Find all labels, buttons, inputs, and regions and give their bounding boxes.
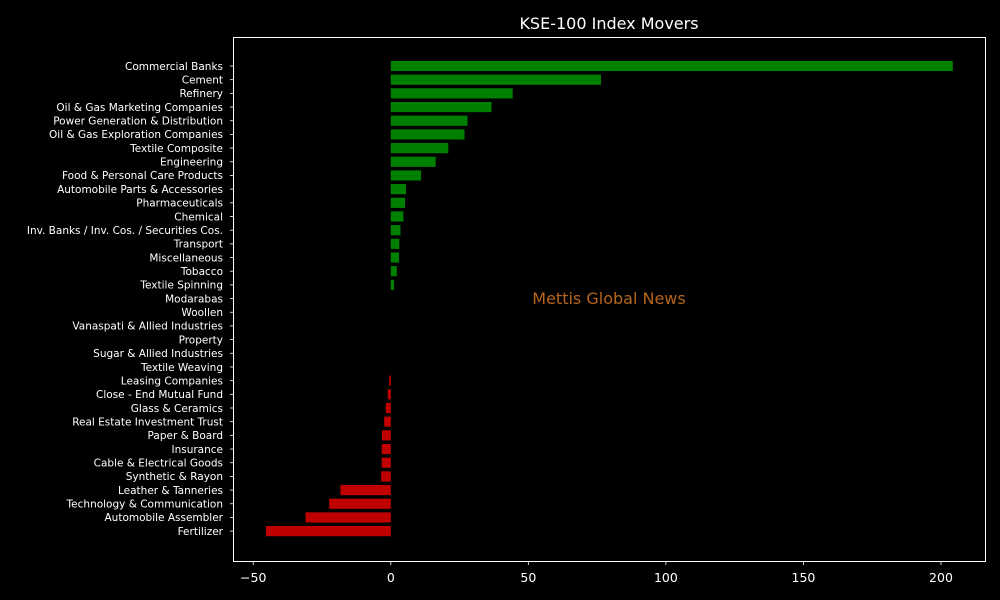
category-label-refinery: Refinery (179, 88, 223, 100)
category-label-engineering: Engineering (160, 157, 223, 169)
bar-technology-communication (329, 498, 391, 509)
category-label-glass-ceramics: Glass & Ceramics (131, 403, 223, 415)
category-label-insurance: Insurance (171, 444, 223, 456)
watermark-text: Mettis Global News (532, 289, 685, 308)
category-label-transport: Transport (173, 239, 223, 251)
bar-insurance (381, 443, 391, 455)
category-label-automobile-parts-accessories: Automobile Parts & Accessories (57, 184, 223, 196)
plot-frame (233, 37, 986, 562)
x-tick-label: 100 (654, 570, 678, 585)
category-label-sugar-allied-industries: Sugar & Allied Industries (93, 348, 223, 360)
category-label-oil-gas-exploration-companies: Oil & Gas Exploration Companies (49, 129, 223, 141)
x-tick-label: 0 (387, 570, 395, 585)
bar-miscellaneous (390, 252, 400, 263)
category-label-woollen: Woollen (181, 307, 223, 319)
category-label-cable-electrical-goods: Cable & Electrical Goods (94, 458, 223, 470)
category-label-vanaspati-allied-industries: Vanaspati & Allied Industries (72, 321, 223, 333)
category-label-real-estate-investment-trust: Real Estate Investment Trust (72, 416, 223, 428)
category-label-technology-communication: Technology & Communication (66, 499, 223, 511)
bar-synthetic-rayon (381, 471, 391, 482)
bar-cement (390, 74, 601, 85)
bar-close-end-mutual-fund (387, 389, 391, 400)
x-axis-ticks: −50 0 50 100 150 200 (240, 561, 953, 585)
category-label-power-generation-distribution: Power Generation & Distribution (53, 116, 223, 128)
bar-chemical (390, 211, 404, 222)
bar-paper-board (382, 430, 391, 441)
category-label-automobile-assembler: Automobile Assembler (105, 512, 224, 524)
bar-glass-ceramics (385, 402, 391, 414)
bar-inv-banks-inv-cos-securities-cos (390, 225, 401, 236)
bar-leasing-companies (389, 375, 391, 386)
bar-textile-composite (390, 142, 449, 154)
bar-fertilizer (265, 526, 391, 537)
category-label-synthetic-rayon: Synthetic & Rayon (126, 471, 223, 483)
x-tick-label: 200 (929, 570, 953, 585)
bar-oil-gas-exploration-companies (390, 129, 465, 140)
bar-food-personal-care-products (390, 170, 422, 181)
x-tick-label: 50 (520, 570, 536, 585)
category-label-oil-gas-marketing-companies: Oil & Gas Marketing Companies (56, 102, 223, 114)
category-label-pharmaceuticals: Pharmaceuticals (136, 198, 223, 210)
bar-leather-tanneries (340, 484, 391, 496)
x-tick-label: −50 (240, 570, 266, 585)
bar-pharmaceuticals (390, 197, 406, 208)
category-label-leasing-companies: Leasing Companies (121, 375, 223, 387)
bar-textile-spinning (390, 279, 395, 290)
bar-automobile-parts-accessories (390, 184, 406, 195)
bar-cable-electrical-goods (381, 457, 391, 468)
category-label-inv-banks-inv-cos-securities-cos: Inv. Banks / Inv. Cos. / Securities Cos. (27, 225, 223, 237)
category-label-tobacco: Tobacco (180, 266, 223, 278)
category-label-cement: Cement (182, 74, 223, 86)
category-label-textile-weaving: Textile Weaving (140, 362, 223, 374)
bar-refinery (390, 88, 513, 99)
category-label-leather-tanneries: Leather & Tanneries (118, 485, 223, 497)
bar-tobacco (390, 266, 397, 277)
category-label-fertilizer: Fertilizer (178, 526, 224, 538)
bar-transport (390, 238, 400, 249)
bars-layer (265, 60, 953, 537)
bar-automobile-assembler (305, 512, 391, 523)
bar-oil-gas-marketing-companies (390, 101, 492, 113)
category-label-chemical: Chemical (174, 211, 223, 223)
bar-real-estate-investment-trust (384, 416, 391, 427)
bar-commercial-banks (390, 60, 953, 72)
category-label-close-end-mutual-fund: Close - End Mutual Fund (96, 389, 223, 401)
chart-title: KSE-100 Index Movers (519, 14, 698, 33)
category-label-textile-spinning: Textile Spinning (139, 280, 223, 292)
bar-engineering (390, 156, 436, 167)
category-label-modarabas: Modarabas (165, 293, 223, 305)
category-label-property: Property (179, 334, 223, 346)
category-label-textile-composite: Textile Composite (129, 143, 223, 155)
bar-power-generation-distribution (390, 115, 468, 126)
category-label-paper-board: Paper & Board (148, 430, 223, 442)
x-tick-label: 150 (792, 570, 816, 585)
category-label-miscellaneous: Miscellaneous (149, 252, 223, 264)
category-label-food-personal-care-products: Food & Personal Care Products (62, 170, 223, 182)
category-label-commercial-banks: Commercial Banks (125, 61, 223, 73)
